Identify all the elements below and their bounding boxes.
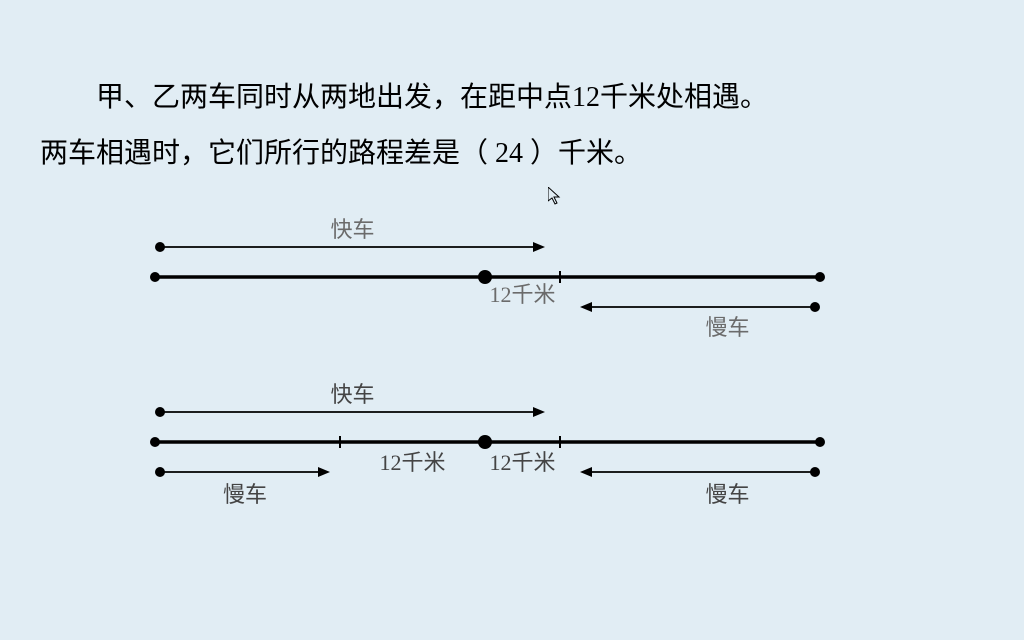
svg-text:12千米: 12千米 bbox=[489, 282, 555, 307]
problem-text: 甲、乙两车同时从两地出发，在距中点12千米处相遇。 两车相遇时，它们所行的路程差… bbox=[0, 0, 1024, 182]
svg-text:慢车: 慢车 bbox=[705, 482, 749, 507]
diagram-area: 快车12千米慢车快车12千米12千米慢车慢车 bbox=[0, 182, 1024, 582]
diagram-svg: 快车12千米慢车快车12千米12千米慢车慢车 bbox=[0, 182, 1024, 582]
svg-text:12千米: 12千米 bbox=[489, 450, 555, 475]
line1-suffix: 千米处相遇。 bbox=[600, 82, 768, 113]
svg-text:快车: 快车 bbox=[330, 217, 374, 242]
svg-text:慢车: 慢车 bbox=[705, 315, 749, 340]
svg-text:快车: 快车 bbox=[330, 382, 374, 407]
line2-suffix: ）千米。 bbox=[530, 138, 642, 169]
svg-text:12千米: 12千米 bbox=[379, 450, 445, 475]
svg-text:慢车: 慢车 bbox=[223, 482, 267, 507]
answer-value: 24 bbox=[495, 138, 523, 169]
distance-value: 12 bbox=[572, 82, 600, 113]
cursor-icon bbox=[548, 187, 564, 212]
line1-prefix: 甲、乙两车同时从两地出发，在距中点 bbox=[96, 82, 572, 113]
line2-prefix: 两车相遇时，它们所行的路程差是（ bbox=[40, 138, 488, 169]
